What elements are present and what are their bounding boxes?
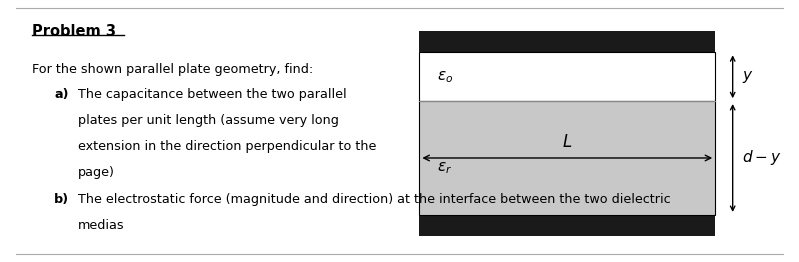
Text: medias: medias	[78, 219, 125, 232]
Text: page): page)	[78, 166, 115, 179]
Text: $\varepsilon_r$: $\varepsilon_r$	[437, 161, 452, 176]
Text: For the shown parallel plate geometry, find:: For the shown parallel plate geometry, f…	[32, 63, 313, 76]
Bar	[419, 101, 715, 215]
Text: $L$: $L$	[562, 133, 572, 151]
Text: The capacitance between the two parallel: The capacitance between the two parallel	[78, 88, 347, 101]
Text: a): a)	[54, 88, 69, 101]
Text: Problem 3: Problem 3	[32, 24, 116, 39]
Text: extension in the direction perpendicular to the: extension in the direction perpendicular…	[78, 140, 376, 153]
Text: $y$: $y$	[742, 69, 753, 85]
Bar	[419, 215, 715, 236]
Text: $\varepsilon_o$: $\varepsilon_o$	[437, 69, 453, 85]
Text: $d - y$: $d - y$	[742, 149, 782, 167]
Bar	[419, 52, 715, 101]
Text: b): b)	[54, 193, 70, 206]
Text: plates per unit length (assume very long: plates per unit length (assume very long	[78, 114, 340, 127]
Text: The electrostatic force (magnitude and direction) at the interface between the t: The electrostatic force (magnitude and d…	[78, 193, 671, 206]
Bar	[419, 31, 715, 52]
